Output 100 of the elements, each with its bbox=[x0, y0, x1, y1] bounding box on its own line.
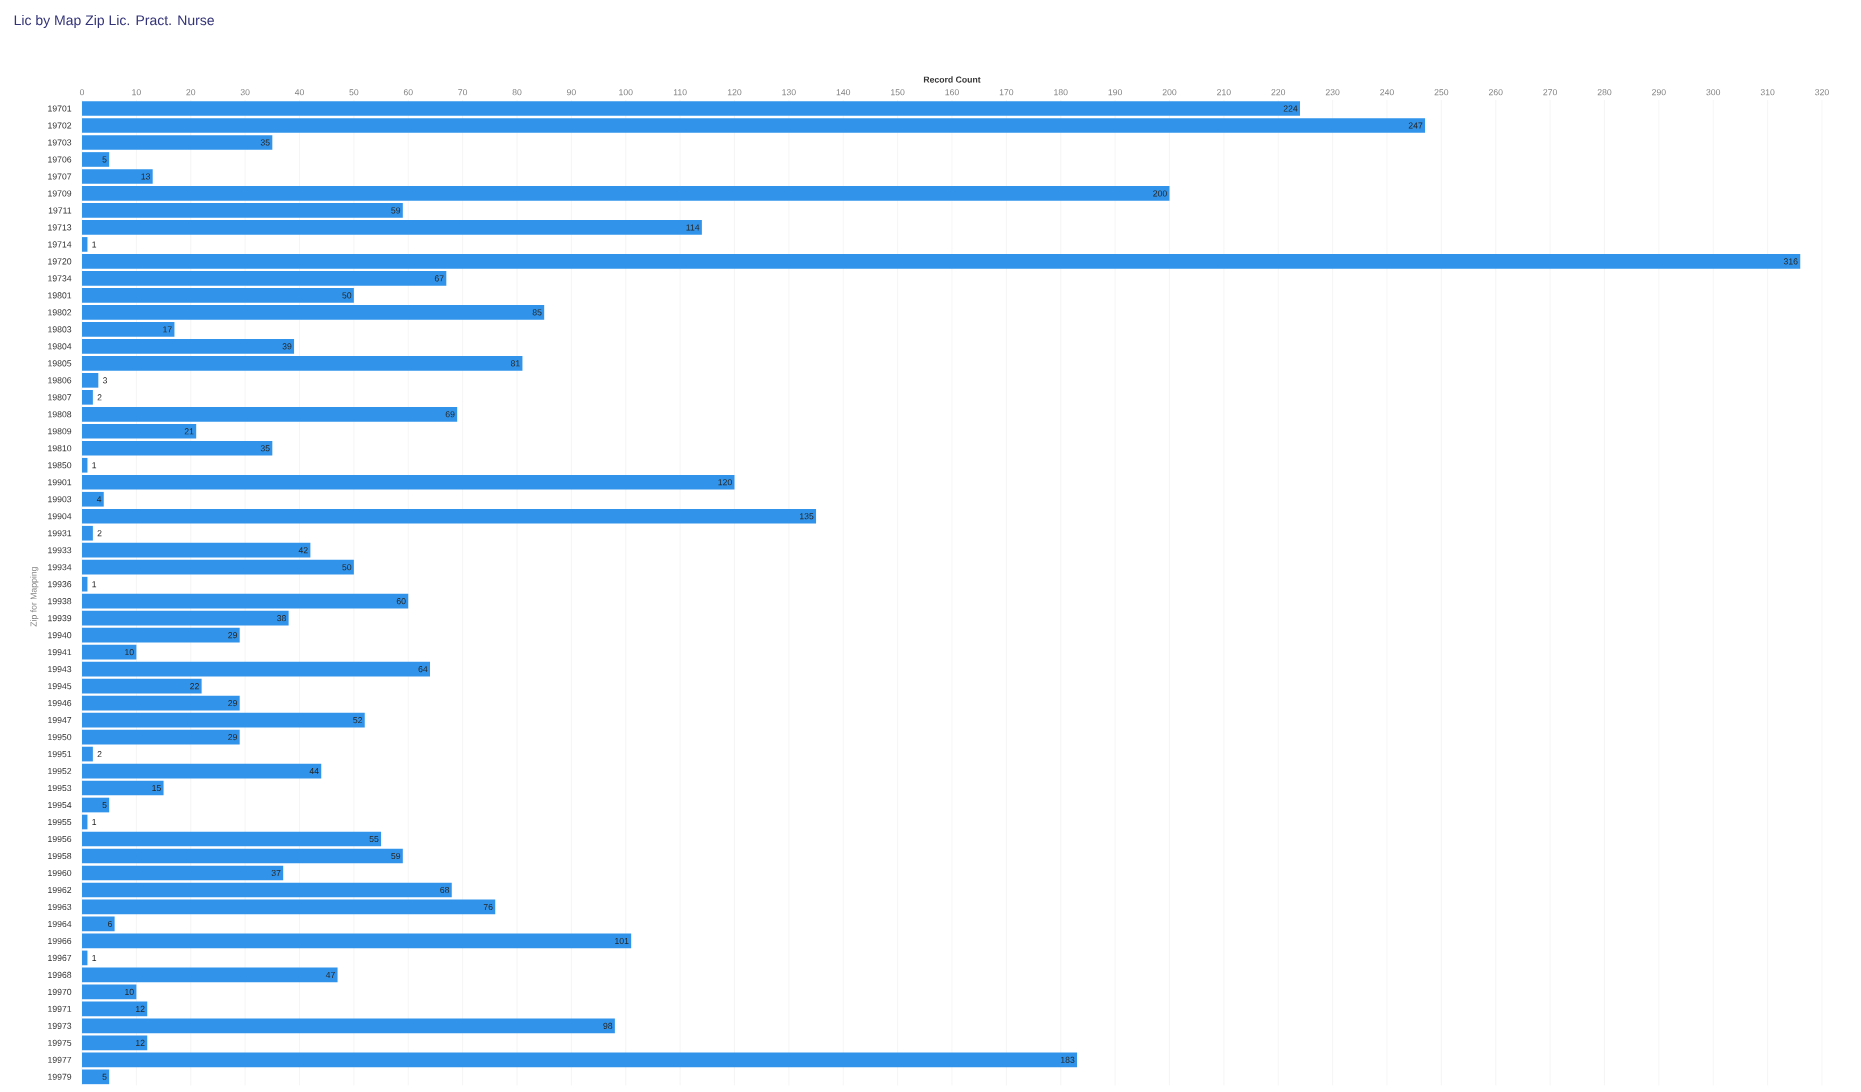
bar bbox=[82, 491, 104, 507]
bar bbox=[82, 339, 295, 354]
bar bbox=[82, 610, 289, 626]
bar bbox=[82, 542, 311, 558]
data-label: 22 bbox=[190, 683, 199, 690]
bar bbox=[82, 780, 164, 796]
x-axis-title: Record Count bbox=[923, 76, 981, 83]
data-label: 247 bbox=[1408, 122, 1423, 129]
bar bbox=[82, 729, 240, 745]
bar bbox=[82, 186, 1170, 201]
y-tick-label: 19809 bbox=[48, 428, 72, 435]
y-tick-label: 19945 bbox=[48, 683, 72, 690]
x-tick-label: 50 bbox=[349, 89, 359, 96]
bar bbox=[82, 406, 458, 422]
data-label: 10 bbox=[125, 988, 134, 995]
x-tick-label: 180 bbox=[1054, 89, 1068, 96]
data-label: 2 bbox=[97, 751, 102, 758]
y-tick-label: 19701 bbox=[48, 105, 72, 112]
y-tick-label: 19934 bbox=[48, 564, 72, 571]
y-tick-label: 19951 bbox=[48, 751, 72, 758]
x-tick-label: 300 bbox=[1706, 89, 1721, 96]
data-label: 6 bbox=[107, 920, 112, 928]
data-label: 50 bbox=[342, 292, 352, 299]
data-label: 29 bbox=[228, 632, 238, 639]
x-tick-label: 250 bbox=[1434, 89, 1449, 96]
data-label: 38 bbox=[277, 615, 286, 622]
data-label: 29 bbox=[228, 700, 238, 707]
data-label: 13 bbox=[141, 173, 151, 180]
y-tick-label: 19734 bbox=[48, 275, 72, 282]
x-tick-label: 70 bbox=[458, 89, 468, 96]
y-tick-label: 19968 bbox=[48, 971, 72, 978]
bar bbox=[82, 678, 202, 694]
data-label: 98 bbox=[603, 1022, 613, 1029]
x-tick-label: 200 bbox=[1162, 89, 1177, 96]
data-label: 55 bbox=[369, 835, 379, 843]
bar bbox=[82, 916, 115, 932]
y-tick-label: 19720 bbox=[48, 258, 72, 265]
x-tick-label: 140 bbox=[836, 89, 851, 96]
bar bbox=[82, 372, 99, 388]
bar bbox=[82, 712, 365, 728]
y-tick-label: 19953 bbox=[48, 784, 72, 792]
data-label: 67 bbox=[434, 275, 444, 282]
y-tick-label: 19964 bbox=[48, 920, 72, 928]
x-tick-label: 310 bbox=[1760, 89, 1775, 96]
y-tick-label: 19706 bbox=[48, 156, 72, 163]
bar bbox=[82, 882, 452, 898]
bar bbox=[82, 1001, 148, 1017]
bar bbox=[82, 305, 545, 320]
data-label: 5 bbox=[102, 802, 107, 809]
bar bbox=[82, 797, 110, 813]
data-label: 42 bbox=[298, 547, 308, 554]
data-label: 1 bbox=[92, 954, 97, 961]
data-label: 50 bbox=[342, 564, 352, 571]
bar bbox=[82, 865, 284, 881]
y-axis-title: Zip for Mapping bbox=[30, 567, 39, 627]
x-tick-label: 100 bbox=[619, 89, 633, 96]
data-label: 101 bbox=[615, 937, 629, 944]
bar bbox=[82, 474, 735, 490]
bar bbox=[82, 271, 447, 286]
data-label: 2 bbox=[97, 394, 102, 401]
bar bbox=[82, 356, 523, 371]
y-tick-label: 19958 bbox=[48, 852, 72, 860]
bar bbox=[82, 322, 175, 337]
y-tick-label: 19933 bbox=[48, 547, 72, 554]
y-tick-label: 19977 bbox=[48, 1056, 72, 1063]
data-label: 64 bbox=[418, 666, 428, 673]
bar bbox=[82, 101, 1300, 116]
bar bbox=[82, 763, 322, 779]
x-tick-label: 40 bbox=[294, 89, 304, 96]
x-tick-label: 120 bbox=[727, 89, 742, 96]
data-label: 17 bbox=[163, 326, 172, 333]
x-tick-label: 30 bbox=[240, 89, 250, 96]
y-tick-label: 19973 bbox=[48, 1022, 72, 1029]
data-label: 76 bbox=[483, 903, 493, 911]
data-label: 12 bbox=[136, 1039, 145, 1046]
data-label: 1 bbox=[92, 462, 97, 469]
y-tick-label: 19803 bbox=[48, 326, 72, 333]
y-tick-label: 19711 bbox=[48, 207, 72, 214]
y-tick-label: 19960 bbox=[48, 869, 72, 877]
data-label: 2 bbox=[97, 530, 102, 537]
data-label: 135 bbox=[800, 513, 814, 520]
y-tick-label: 19950 bbox=[48, 734, 72, 741]
x-tick-label: 260 bbox=[1488, 89, 1503, 96]
y-tick-label: 19901 bbox=[48, 479, 72, 486]
data-label: 60 bbox=[396, 598, 406, 605]
data-label: 68 bbox=[440, 886, 450, 894]
bar bbox=[82, 440, 273, 456]
y-tick-label: 19979 bbox=[48, 1073, 72, 1080]
x-tick-label: 190 bbox=[1108, 89, 1122, 96]
chart-title: Lic by Map Zip Lic. Pract. Nurse bbox=[14, 14, 214, 28]
y-tick-label: 19703 bbox=[48, 139, 72, 146]
data-label: 35 bbox=[260, 139, 270, 146]
bar bbox=[82, 508, 817, 524]
x-tick-label: 10 bbox=[132, 89, 141, 96]
data-label: 224 bbox=[1283, 105, 1298, 112]
bar bbox=[82, 984, 137, 1000]
x-tick-label: 110 bbox=[673, 89, 687, 96]
data-label: 1 bbox=[92, 241, 97, 248]
data-label: 200 bbox=[1153, 190, 1167, 197]
x-tick-label: 150 bbox=[891, 89, 905, 96]
